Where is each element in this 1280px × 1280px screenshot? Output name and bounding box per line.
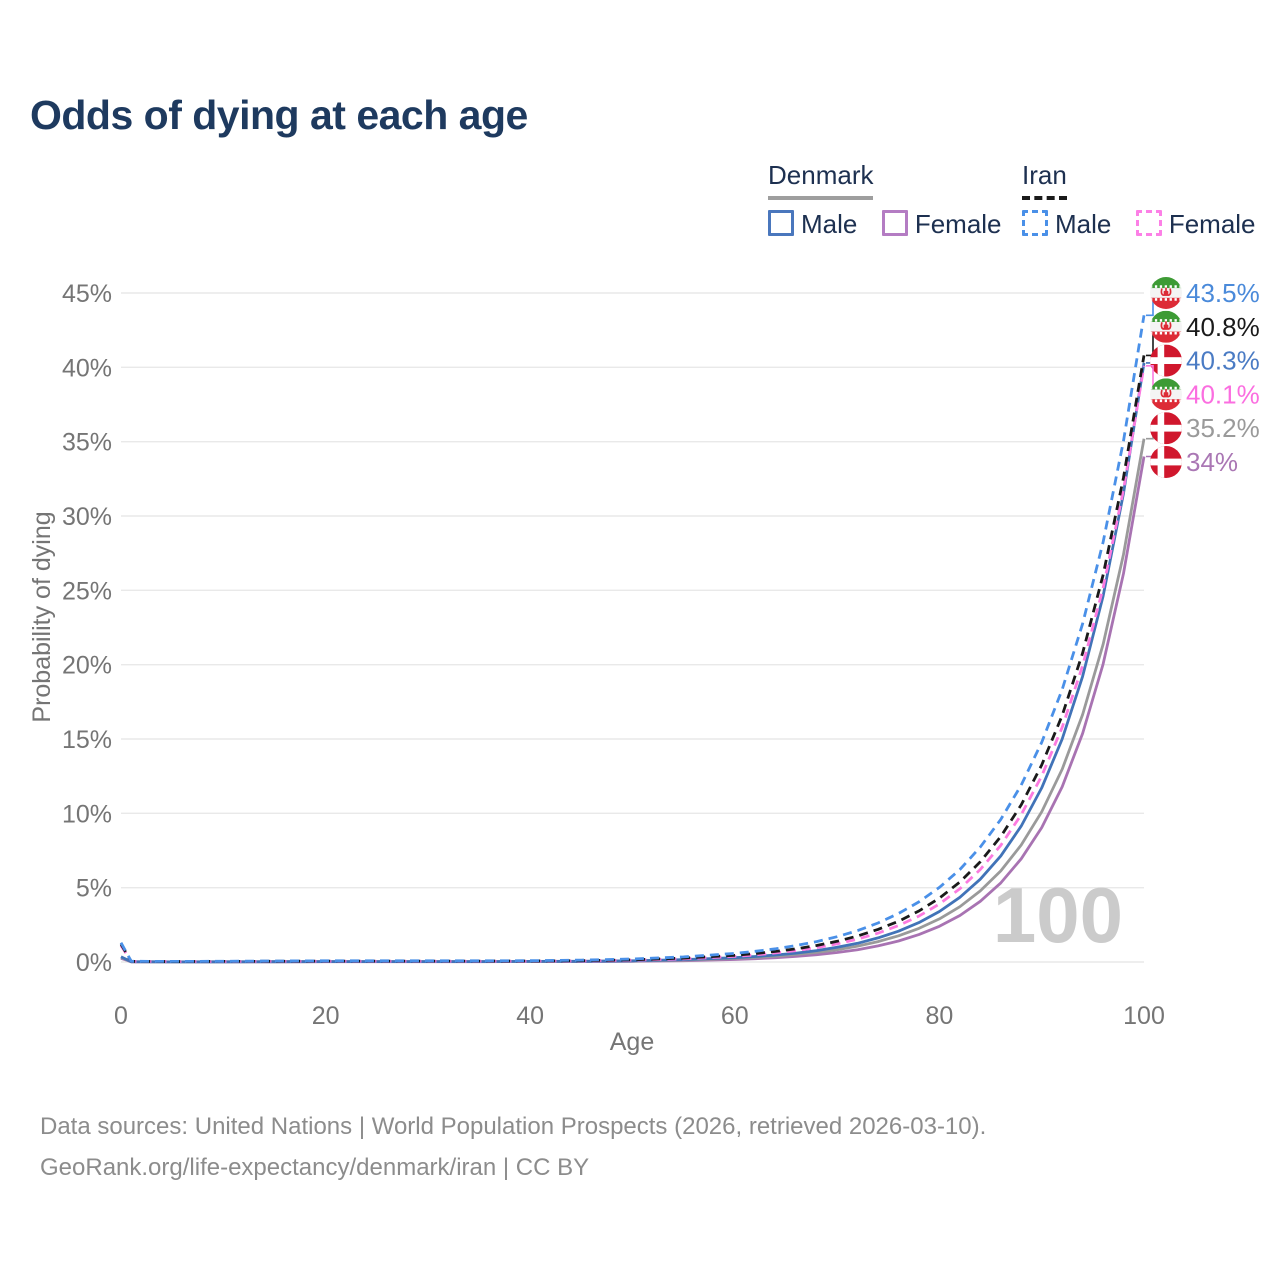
x-tick-label-80: 80 (925, 1002, 953, 1030)
legend-group-denmark: Denmark Male Female (768, 160, 1022, 240)
legend-row-iran: Male Female (1022, 209, 1276, 240)
series-line-iran (119, 355, 1146, 963)
legend-item-label: Female (1168, 209, 1256, 239)
legend-item-label: Female (914, 209, 1002, 239)
x-tick-label-60: 60 (721, 1002, 749, 1030)
y-tick-label-5: 5% (76, 875, 112, 903)
legend-country-label-iran: Iran (1022, 160, 1067, 190)
x-tick-label-0: 0 (114, 1002, 128, 1030)
y-tick-label-30: 30% (62, 503, 112, 531)
y-axis-title: Probability of dying (28, 511, 56, 722)
legend-item-iran-male[interactable]: Male (1022, 209, 1111, 240)
y-tick-label-15: 15% (62, 726, 112, 754)
footer-attribution: Data sources: United Nations | World Pop… (40, 1106, 986, 1188)
legend-swatch-1-1[interactable] (1135, 210, 1162, 236)
page-title: Odds of dying at each age (30, 92, 528, 138)
y-tick-label-40: 40% (62, 354, 112, 382)
legend-item-label: Male (1055, 209, 1112, 239)
end-label-denmark-female: 34% (1186, 447, 1238, 477)
series-line-denmark-female (120, 456, 1146, 964)
end-label-iran-female: 40.1% (1186, 379, 1260, 409)
legend-underline-1: Iran (1022, 160, 1067, 200)
flag-icon-denmark (1150, 446, 1182, 478)
x-tick-label-20: 20 (312, 1002, 340, 1030)
legend-swatch-0-1[interactable] (881, 210, 908, 236)
legend-underline-0: Denmark (768, 160, 874, 200)
series-line-denmark-male (120, 362, 1146, 964)
flag-icon-iran (1150, 378, 1182, 411)
y-tick-label-45: 45% (62, 280, 112, 308)
end-label-iran: 40.8% (1186, 312, 1260, 342)
series-line-denmark (120, 438, 1146, 964)
legend-item-denmark-female[interactable]: Female (881, 209, 1002, 240)
flag-icon-denmark (1150, 412, 1182, 445)
end-label-denmark-male: 40.3% (1186, 346, 1260, 376)
y-tick-label-0: 0% (76, 949, 112, 977)
flag-icon-denmark (1150, 344, 1182, 377)
flag-icon-iran (1150, 277, 1182, 309)
y-tick-label-25: 25% (62, 577, 112, 605)
y-tick-label-20: 20% (62, 652, 112, 680)
flag-icon-iran (1150, 310, 1182, 343)
end-label-iran-male: 43.5% (1186, 278, 1260, 308)
legend-row-denmark: Male Female (768, 209, 1022, 240)
footer-data-sources: Data sources: United Nations | World Pop… (40, 1113, 987, 1140)
x-tick-label-40: 40 (516, 1002, 544, 1030)
legend-item-iran-female[interactable]: Female (1135, 209, 1256, 240)
legend-swatch-1-0[interactable] (1022, 210, 1048, 236)
x-tick-label-100: 100 (1123, 1002, 1165, 1030)
series-line-iran-female (119, 365, 1146, 963)
legend-item-label: Male (801, 209, 858, 239)
watermark-age: 100 (993, 871, 1123, 959)
y-tick-label-35: 35% (62, 429, 112, 457)
footer-link: GeoRank.org/life-expectancy/denmark/iran… (40, 1154, 590, 1181)
x-axis-title: Age (610, 1028, 654, 1056)
end-label-denmark: 35.2% (1186, 413, 1260, 443)
legend-swatch-0-0[interactable] (768, 210, 794, 236)
series-line-iran-male (119, 315, 1146, 963)
legend-item-denmark-male[interactable]: Male (768, 209, 857, 240)
y-tick-label-10: 10% (62, 800, 112, 828)
legend-country-label-denmark: Denmark (768, 160, 874, 190)
legend-group-iran: Iran Male Female (1022, 160, 1276, 240)
